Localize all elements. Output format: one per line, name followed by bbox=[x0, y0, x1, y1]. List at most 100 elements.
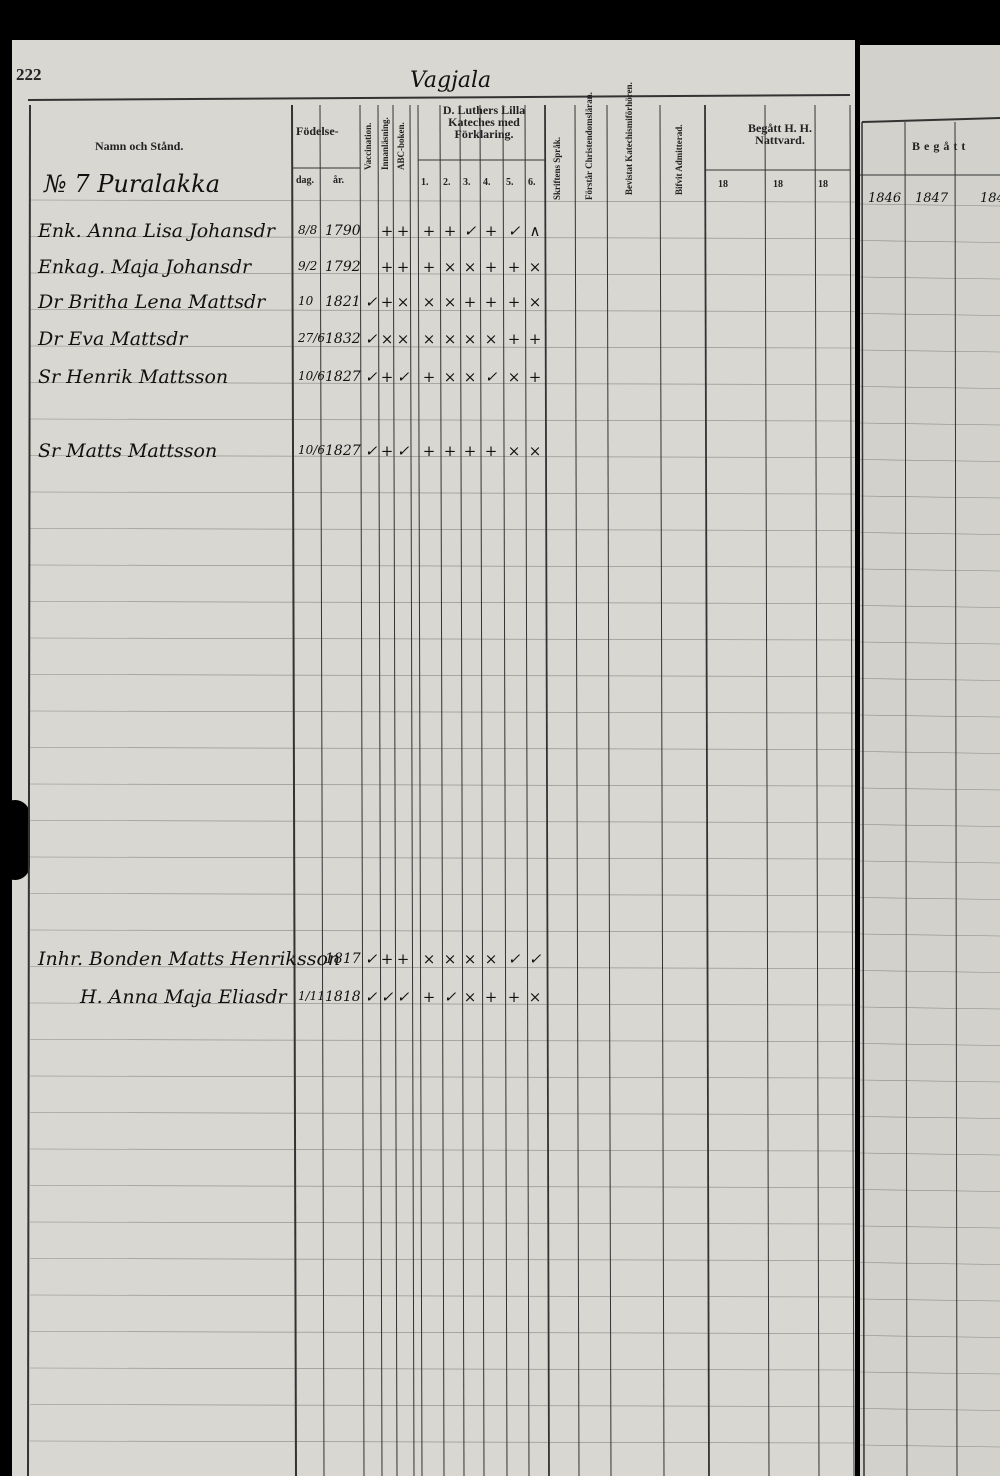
rule bbox=[459, 104, 465, 1476]
header-scripture: Skriftens Språk. bbox=[552, 136, 562, 200]
rule bbox=[859, 1116, 1000, 1119]
rule bbox=[859, 1444, 1000, 1448]
check-mark: + bbox=[484, 988, 498, 1006]
check-mark: + bbox=[507, 258, 521, 276]
check-mark: ✓ bbox=[484, 368, 498, 386]
rule bbox=[859, 349, 1000, 353]
rule bbox=[859, 678, 1000, 681]
check-mark: + bbox=[396, 258, 410, 276]
check-mark: × bbox=[443, 950, 457, 968]
check-mark: + bbox=[422, 442, 436, 460]
right-header: Begått bbox=[912, 139, 970, 153]
rule bbox=[319, 104, 325, 1476]
rule bbox=[29, 1331, 856, 1334]
check-mark: ✓ bbox=[396, 442, 410, 460]
rule bbox=[861, 117, 1000, 123]
right-year: 184 bbox=[980, 191, 1000, 206]
rule bbox=[704, 104, 710, 1476]
rule bbox=[859, 933, 1000, 937]
rule bbox=[392, 104, 398, 1476]
rule bbox=[29, 382, 856, 385]
rule bbox=[859, 532, 1000, 535]
check-mark: × bbox=[528, 258, 542, 276]
header-communion: Begått H. H. Nattvard. bbox=[748, 121, 812, 147]
rule bbox=[764, 104, 770, 1476]
rule bbox=[814, 104, 820, 1476]
check-mark: + bbox=[422, 988, 436, 1006]
check-mark: × bbox=[422, 950, 436, 968]
check-mark: + bbox=[484, 222, 498, 240]
person-name: Enk. Anna Lisa Johansdr bbox=[38, 220, 275, 242]
rule bbox=[29, 1404, 856, 1407]
rule bbox=[29, 528, 856, 531]
check-mark: + bbox=[396, 222, 410, 240]
check-mark: ✓ bbox=[507, 950, 521, 968]
right-page bbox=[860, 45, 1000, 1476]
rule bbox=[859, 1335, 1000, 1338]
rule bbox=[29, 1185, 856, 1188]
rule bbox=[479, 104, 485, 1476]
check-mark: × bbox=[443, 258, 457, 276]
check-mark: ✓ bbox=[528, 950, 542, 968]
check-mark: ✓ bbox=[396, 368, 410, 386]
check-mark: + bbox=[484, 442, 498, 460]
check-mark: + bbox=[484, 293, 498, 311]
check-mark: ∧ bbox=[529, 222, 541, 240]
header-part: 2. bbox=[443, 177, 451, 188]
check-mark: + bbox=[507, 330, 521, 348]
rule bbox=[29, 309, 856, 312]
check-mark: + bbox=[422, 258, 436, 276]
birth-year: 1790 bbox=[325, 223, 361, 239]
rule bbox=[859, 568, 1000, 572]
communion-year: 18 bbox=[718, 179, 728, 190]
birth-day: 10/6 bbox=[298, 369, 325, 383]
header-part: 6. bbox=[528, 177, 536, 188]
communion-year: 18 bbox=[818, 179, 828, 190]
check-mark: ✓ bbox=[396, 988, 410, 1006]
check-mark: × bbox=[422, 330, 436, 348]
rule bbox=[859, 1189, 1000, 1192]
rule bbox=[29, 747, 856, 750]
header-name: Namn och Stånd. bbox=[95, 139, 184, 153]
check-mark: + bbox=[507, 293, 521, 311]
header-year: år. bbox=[333, 175, 345, 186]
birth-year: 1792 bbox=[325, 259, 361, 275]
check-mark: × bbox=[396, 293, 410, 311]
rule bbox=[859, 1079, 1000, 1083]
rule bbox=[29, 674, 856, 677]
rule bbox=[29, 1221, 856, 1225]
rule bbox=[27, 94, 851, 101]
birth-day: 8/8 bbox=[298, 223, 318, 237]
rule bbox=[849, 104, 855, 1476]
check-mark: × bbox=[380, 330, 394, 348]
rule bbox=[544, 104, 550, 1476]
check-mark: + bbox=[443, 222, 457, 240]
rule bbox=[859, 714, 1000, 718]
rule bbox=[29, 1148, 856, 1152]
person-name: H. Anna Maja Eliasdr bbox=[80, 986, 287, 1008]
rule bbox=[29, 272, 856, 276]
check-mark: × bbox=[396, 330, 410, 348]
check-mark: × bbox=[443, 293, 457, 311]
header-reading: Innanläsning. bbox=[380, 117, 390, 170]
right-year: 1847 bbox=[915, 191, 949, 206]
check-mark: ✓ bbox=[364, 442, 378, 460]
person-name: Dr Eva Mattsdr bbox=[38, 328, 188, 350]
check-mark: + bbox=[463, 293, 477, 311]
check-mark: + bbox=[422, 368, 436, 386]
person-name: Inhr. Bonden Matts Henriksson bbox=[38, 948, 341, 970]
check-mark: × bbox=[484, 330, 498, 348]
check-mark: + bbox=[484, 258, 498, 276]
header-part: 4. bbox=[483, 177, 491, 188]
rule bbox=[859, 495, 1000, 499]
rule bbox=[859, 1298, 1000, 1302]
rule bbox=[954, 121, 958, 1476]
check-mark: × bbox=[528, 988, 542, 1006]
rule bbox=[859, 276, 1000, 280]
rule bbox=[659, 104, 665, 1476]
birth-day: 1/11 bbox=[298, 989, 325, 1003]
check-mark: ✓ bbox=[364, 330, 378, 348]
rule bbox=[859, 459, 1000, 462]
birth-day: 10/6 bbox=[298, 443, 325, 457]
rule bbox=[29, 1367, 856, 1371]
